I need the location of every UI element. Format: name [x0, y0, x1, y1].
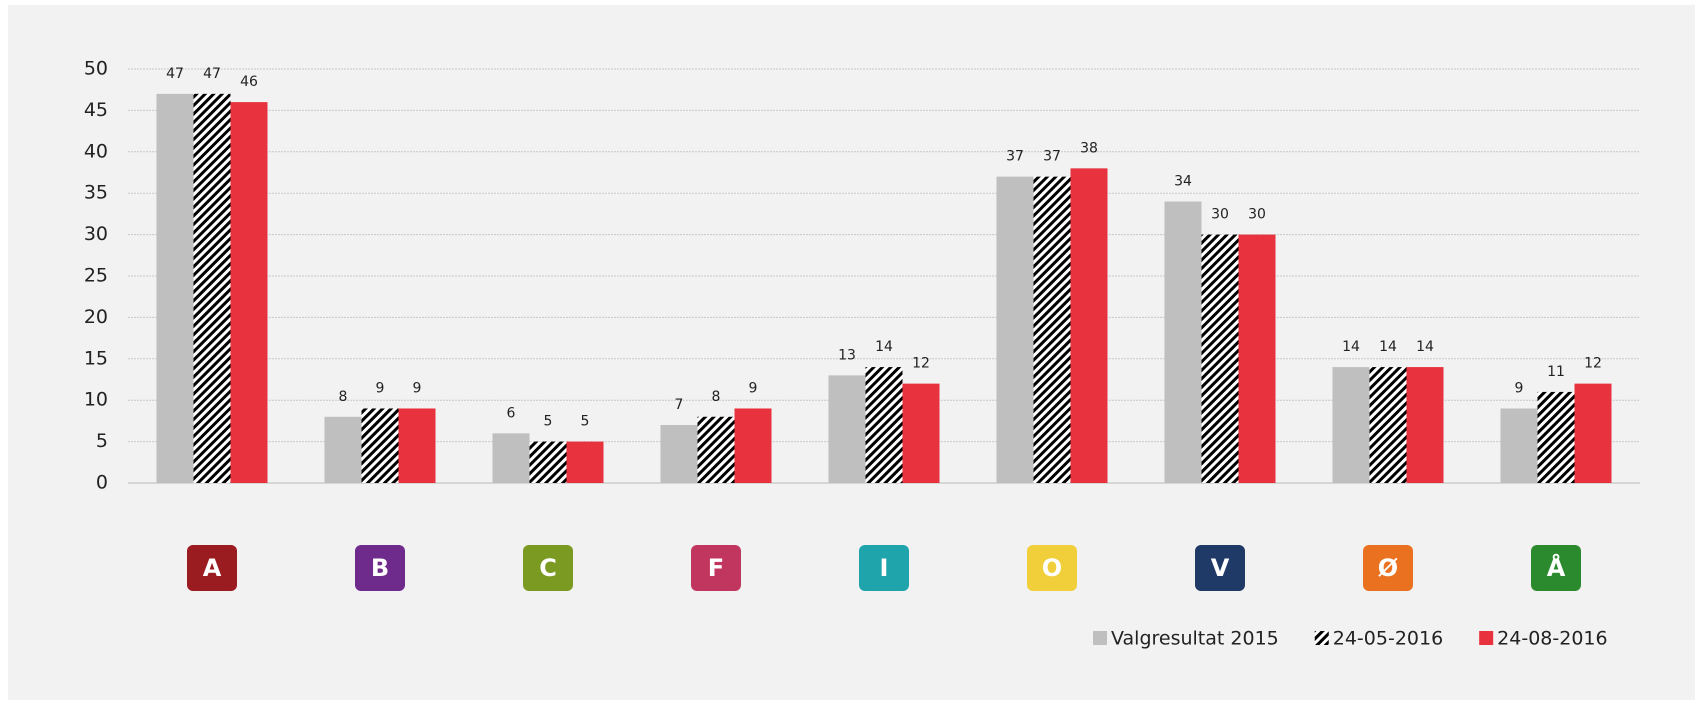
data-label: 9: [1515, 380, 1524, 396]
y-tick-label: 35: [84, 182, 108, 204]
bar: [193, 93, 231, 483]
x-tick-label: F: [708, 554, 724, 582]
data-label: 47: [203, 66, 221, 82]
bar: [828, 375, 866, 483]
bar: [1201, 234, 1239, 483]
bar: [324, 416, 362, 483]
data-label: 30: [1211, 207, 1229, 223]
y-tick-label: 30: [84, 223, 108, 245]
data-label: 6: [507, 405, 516, 421]
bar: [1164, 201, 1202, 484]
bar: [1369, 367, 1407, 483]
y-tick-label: 15: [84, 347, 108, 369]
data-label: 11: [1547, 364, 1565, 380]
category-badge: [1027, 545, 1077, 591]
data-label: 5: [581, 414, 590, 430]
x-tick-label: B: [371, 554, 389, 582]
data-label: 14: [875, 339, 893, 355]
bar: [1332, 367, 1370, 483]
data-label: 12: [912, 356, 930, 372]
category-badge: [355, 545, 405, 591]
bar: [492, 433, 530, 483]
x-tick-label: Å: [1547, 553, 1566, 582]
x-tick-label: A: [203, 554, 222, 582]
bar: [902, 383, 940, 483]
legend-swatch: [1314, 631, 1329, 645]
data-label: 9: [376, 380, 385, 396]
data-label: 34: [1174, 173, 1192, 189]
x-tick-label: Ø: [1378, 554, 1398, 582]
data-label: 9: [749, 380, 758, 396]
y-tick-label: 10: [84, 389, 108, 411]
bar: [361, 408, 399, 483]
bar: [529, 441, 567, 483]
legend-label: 24-08-2016: [1497, 628, 1607, 650]
data-label: 9: [413, 380, 422, 396]
bar: [566, 441, 604, 483]
data-label: 14: [1379, 339, 1397, 355]
legend-label: 24-05-2016: [1333, 628, 1443, 650]
bar: [1070, 168, 1108, 484]
category-badge: [1195, 545, 1245, 591]
legend-label: Valgresultat 2015: [1111, 628, 1279, 650]
data-label: 8: [339, 389, 348, 405]
category-badge: [859, 545, 909, 591]
bar: [660, 425, 698, 483]
x-tick-label: O: [1042, 554, 1062, 582]
bar: [1500, 408, 1538, 483]
bar: [996, 176, 1034, 483]
chart-background: [8, 5, 1695, 700]
bar: [1033, 176, 1071, 483]
y-tick-label: 20: [84, 306, 108, 328]
y-tick-label: 40: [84, 140, 108, 162]
x-tick-label: I: [880, 554, 889, 582]
y-tick-label: 50: [84, 58, 108, 80]
data-label: 46: [240, 74, 258, 90]
category-badge: [1363, 545, 1413, 591]
x-tick-label: C: [539, 554, 557, 582]
category-badge: [523, 545, 573, 591]
bar: [230, 102, 268, 484]
data-label: 14: [1342, 339, 1360, 355]
data-label: 37: [1043, 149, 1061, 165]
y-tick-label: 5: [96, 430, 108, 452]
y-tick-label: 0: [96, 472, 108, 494]
x-tick-label: V: [1211, 554, 1230, 582]
data-label: 12: [1584, 356, 1602, 372]
bar: [697, 416, 735, 483]
bar: [734, 408, 772, 483]
data-label: 37: [1006, 149, 1024, 165]
y-tick-label: 45: [84, 99, 108, 121]
category-badge: [691, 545, 741, 591]
data-label: 30: [1248, 207, 1266, 223]
legend-swatch: [1479, 631, 1494, 645]
bar: [1238, 234, 1276, 483]
bar: [1537, 391, 1575, 483]
data-label: 7: [675, 397, 684, 413]
bar: [1406, 367, 1444, 483]
data-label: 13: [838, 347, 856, 363]
legend-swatch: [1093, 631, 1107, 645]
data-label: 38: [1080, 140, 1098, 156]
y-tick-label: 25: [84, 265, 108, 287]
data-label: 47: [166, 66, 184, 82]
category-badge: [1531, 545, 1581, 591]
bar: [865, 367, 903, 483]
bar: [1574, 383, 1612, 483]
data-label: 14: [1416, 339, 1434, 355]
data-label: 8: [712, 389, 721, 405]
category-badge: [187, 545, 237, 591]
bar: [398, 408, 436, 483]
data-label: 5: [544, 414, 553, 430]
bar: [156, 93, 194, 483]
